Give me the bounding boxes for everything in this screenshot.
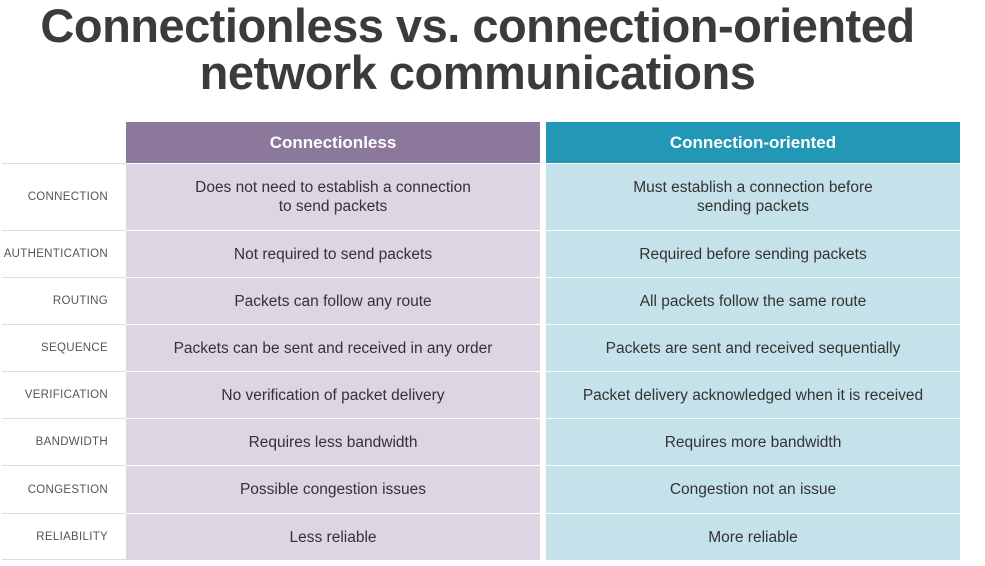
row-label: CONNECTION xyxy=(2,163,126,230)
connection-oriented-cell: Requires more bandwidth xyxy=(546,418,960,465)
row-label: BANDWIDTH xyxy=(2,418,126,465)
row-label: VERIFICATION xyxy=(2,371,126,418)
connectionless-cell: Less reliable xyxy=(126,513,540,560)
row-label: SEQUENCE xyxy=(2,324,126,371)
table-row: ROUTING Packets can follow any route All… xyxy=(0,277,960,324)
table-row: VERIFICATION No verification of packet d… xyxy=(0,371,960,418)
table-row: RELIABILITY Less reliable More reliable xyxy=(0,513,960,560)
page-title: Connectionless vs. connection-oriented n… xyxy=(0,2,955,96)
connection-oriented-cell: All packets follow the same route xyxy=(546,277,960,324)
connectionless-cell: Possible congestion issues xyxy=(126,465,540,513)
connection-oriented-cell: Required before sending packets xyxy=(546,230,960,277)
table-row: SEQUENCE Packets can be sent and receive… xyxy=(0,324,960,371)
table-row: CONNECTION Does not need to establish a … xyxy=(0,163,960,230)
connection-oriented-cell: Packet delivery acknowledged when it is … xyxy=(546,371,960,418)
title-line-2: network communications xyxy=(199,46,756,99)
connectionless-cell: Does not need to establish a connection … xyxy=(126,163,540,230)
title-line-1: Connectionless vs. connection-oriented xyxy=(40,0,915,52)
column-header-connection-oriented: Connection-oriented xyxy=(546,122,960,163)
table-row: AUTHENTICATION Not required to send pack… xyxy=(0,230,960,277)
connection-oriented-cell: Congestion not an issue xyxy=(546,465,960,513)
connectionless-cell: Packets can follow any route xyxy=(126,277,540,324)
connectionless-cell: Requires less bandwidth xyxy=(126,418,540,465)
column-header-connectionless: Connectionless xyxy=(126,122,540,163)
connectionless-cell: No verification of packet delivery xyxy=(126,371,540,418)
connectionless-cell: Packets can be sent and received in any … xyxy=(126,324,540,371)
table-row: BANDWIDTH Requires less bandwidth Requir… xyxy=(0,418,960,465)
row-label: ROUTING xyxy=(2,277,126,324)
connection-oriented-cell: Packets are sent and received sequential… xyxy=(546,324,960,371)
connection-oriented-cell: Must establish a connection before sendi… xyxy=(546,163,960,230)
row-label: CONGESTION xyxy=(2,465,126,513)
connectionless-cell: Not required to send packets xyxy=(126,230,540,277)
connection-oriented-cell: More reliable xyxy=(546,513,960,560)
row-label: AUTHENTICATION xyxy=(2,230,126,277)
row-label: RELIABILITY xyxy=(2,513,126,560)
table-row: CONGESTION Possible congestion issues Co… xyxy=(0,465,960,513)
